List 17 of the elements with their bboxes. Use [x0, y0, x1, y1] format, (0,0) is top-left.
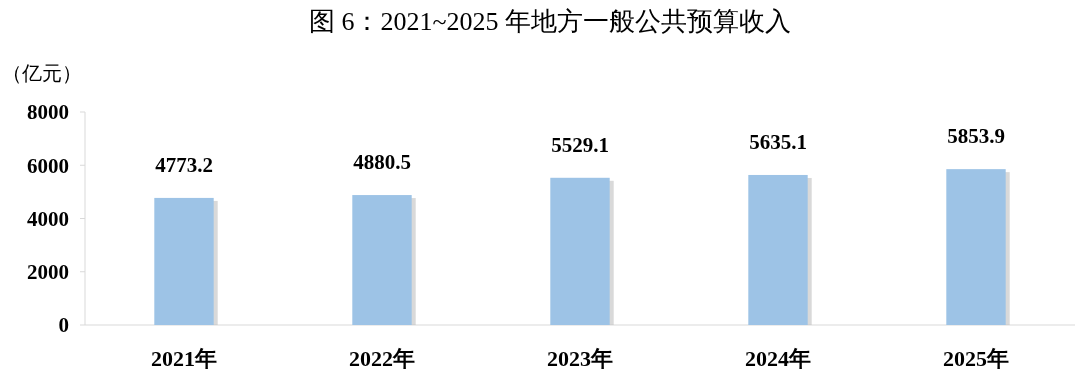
y-tick-label: 4000 [27, 206, 69, 231]
x-tick-label: 2023年 [547, 346, 613, 371]
x-tick-label: 2025年 [943, 346, 1009, 371]
y-tick-label: 2000 [27, 260, 69, 285]
y-tick-label: 8000 [27, 100, 69, 125]
data-label: 5853.9 [947, 124, 1005, 149]
y-tick-label: 6000 [27, 153, 69, 178]
data-label: 4773.2 [155, 152, 213, 177]
y-tick-label: 0 [58, 313, 69, 338]
x-tick-label: 2024年 [745, 346, 811, 371]
data-label: 4880.5 [353, 150, 411, 175]
x-tick-label: 2021年 [151, 346, 217, 371]
chart-title: 图 6：2021~2025 年地方一般公共预算收入 [308, 7, 792, 36]
x-tick-label: 2022年 [349, 346, 415, 371]
data-label: 5529.1 [551, 132, 609, 157]
data-label: 5635.1 [749, 129, 807, 154]
y-axis-title: （亿元） [2, 62, 82, 84]
